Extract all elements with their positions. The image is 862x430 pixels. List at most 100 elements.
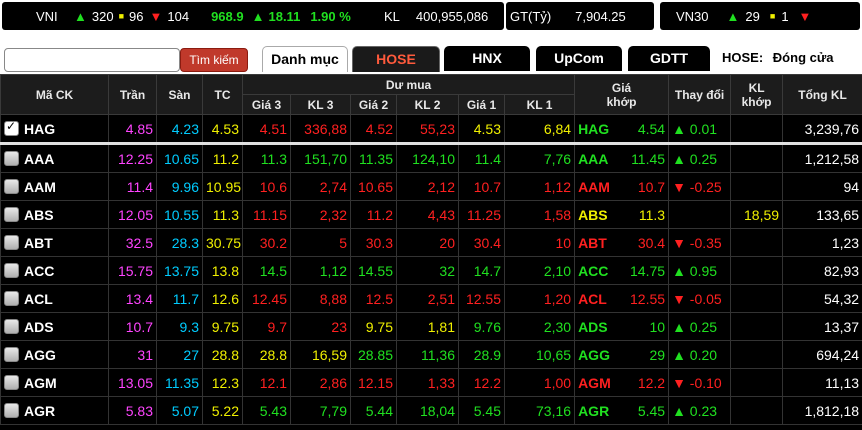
match-symbol: AGG: [578, 346, 610, 363]
row-checkbox[interactable]: [4, 262, 19, 278]
symbol-cell[interactable]: HAG: [0, 114, 109, 145]
index-bar: VNI ▲ 320 ■ 96 ▼ 104 968.9 ▲ 18.11 1.90 …: [0, 0, 862, 34]
col-kl3[interactable]: KL 3: [290, 94, 351, 115]
symbol-cell[interactable]: ABT: [0, 228, 109, 257]
table-row[interactable]: HAG4.854.234.534.51336,884.5255,234.536,…: [0, 114, 862, 145]
symbol-cell[interactable]: ADS: [0, 312, 109, 341]
symbol-cell[interactable]: AGR: [0, 396, 109, 425]
match-price: 11.45: [631, 150, 666, 167]
total-vol-cell: 13,37: [782, 312, 862, 341]
bid-price-2: 5.44: [350, 396, 397, 425]
bid-price-1: 11.25: [458, 200, 505, 229]
floor-cell: 9.96: [156, 172, 203, 201]
table-row[interactable]: AGR 5.83 5.07 5.22 5.43 7,79 5.44 18,04 5.45 73,1…: [0, 396, 862, 425]
price-table: Mã CK Trần Sàn TC Dư mua Giá khớp Thay đổ…: [0, 74, 862, 425]
col-floor[interactable]: Sàn: [156, 74, 203, 115]
symbol-cell[interactable]: ABS: [0, 200, 109, 229]
match-vol-cell: [730, 312, 784, 341]
bid-vol-1: 1,12: [503, 172, 576, 201]
col-kl1[interactable]: KL 1: [503, 94, 576, 115]
col-total[interactable]: Tổng KL: [782, 74, 862, 115]
match-vol-cell: [730, 228, 784, 257]
market-status-value: Đóng cửa: [772, 50, 834, 65]
col-g3[interactable]: Giá 3: [242, 94, 291, 115]
ceil-cell: 5.83: [108, 396, 157, 425]
total-vol-cell: 133,65: [782, 200, 862, 229]
flat-square-icon: ■: [769, 11, 776, 21]
col-match-price[interactable]: Giá khớp: [574, 74, 670, 115]
match-symbol: ACC: [578, 262, 609, 279]
change-cell: ▼ -0.25: [668, 172, 732, 201]
table-row[interactable]: ACC 15.75 13.75 13.8 14.5 1,12 14.55 32 14.7 2,10…: [0, 256, 862, 285]
table-row[interactable]: AAM 11.4 9.96 10.95 10.6 2,74 10.65 2,12 10.7 1,1…: [0, 172, 862, 201]
bid-vol-3: 2,32: [290, 200, 351, 229]
row-checkbox[interactable]: [4, 178, 19, 194]
tab-hnx[interactable]: HNX: [444, 46, 530, 71]
ref-cell: 10.95: [202, 172, 243, 201]
match-price: 29: [649, 346, 666, 363]
row-checkbox[interactable]: [4, 150, 19, 166]
table-row[interactable]: ADS 10.7 9.3 9.75 9.7 23 9.75 1,81 9.76 2,30 ADS 10…: [0, 312, 862, 341]
col-match-vol[interactable]: KL khớp: [730, 74, 784, 115]
table-row[interactable]: ABT 32.5 28.3 30.75 30.2 5 30.3 20 30.4 10 ABT 30.4…: [0, 228, 862, 257]
row-checkbox[interactable]: [4, 374, 19, 390]
gt-label: GT(Tỷ): [510, 8, 552, 24]
match-cell: ADS 10: [574, 312, 670, 341]
symbol-cell[interactable]: AAM: [0, 172, 109, 201]
total-vol-cell: 3,239,76: [782, 114, 862, 145]
symbol-text: AGR: [24, 402, 56, 419]
bid-vol-2: 2,51: [396, 284, 459, 313]
ref-cell: 9.75: [202, 312, 243, 341]
match-symbol: AGM: [578, 374, 611, 391]
symbol-cell[interactable]: ACL: [0, 284, 109, 313]
bid-price-2: 11.35: [350, 143, 397, 173]
down-arrow-icon: ▼: [798, 8, 812, 24]
ref-cell: 13.8: [202, 256, 243, 285]
match-vol-cell: [730, 143, 784, 173]
table-row[interactable]: ABS 12.05 10.55 11.3 11.15 2,32 11.2 4,43 11.25 1…: [0, 200, 862, 229]
table-row[interactable]: AAA 12.25 10.65 11.2 11.3 151,70 11.35 124,10 11…: [0, 143, 862, 173]
vni-up-count: 320: [91, 8, 114, 24]
bid-price-1: 28.9: [458, 340, 505, 369]
row-checkbox[interactable]: [4, 318, 19, 334]
row-checkbox[interactable]: [4, 290, 19, 306]
col-g2[interactable]: Giá 2: [350, 94, 397, 115]
match-cell: AAM 10.7: [574, 172, 670, 201]
col-ceil[interactable]: Trần: [108, 74, 157, 115]
bid-price-2: 28.85: [350, 340, 397, 369]
row-checkbox[interactable]: [4, 119, 19, 136]
row-checkbox[interactable]: [4, 402, 19, 418]
match-cell: ACC 14.75: [574, 256, 670, 285]
col-kl2[interactable]: KL 2: [396, 94, 459, 115]
symbol-cell[interactable]: AGM: [0, 368, 109, 397]
tab-danh-muc[interactable]: Danh mục: [262, 46, 348, 72]
bid-vol-1: 1,00: [503, 368, 576, 397]
symbol-cell[interactable]: AAA: [0, 143, 109, 173]
tab-gdtt[interactable]: GDTT: [628, 46, 710, 71]
floor-cell: 10.65: [156, 143, 203, 173]
ceil-cell: 12.05: [108, 200, 157, 229]
search-button[interactable]: Tìm kiếm: [180, 48, 248, 72]
ref-cell: 12.3: [202, 368, 243, 397]
col-g1[interactable]: Giá 1: [458, 94, 505, 115]
table-row[interactable]: ACL 13.4 11.7 12.6 12.45 8,88 12.5 2,51 12.55 1,2…: [0, 284, 862, 313]
col-symbol[interactable]: Mã CK: [0, 74, 109, 115]
table-row[interactable]: AGG 31 27 28.8 28.8 16,59 28.85 11,36 28.9 10,65 A…: [0, 340, 862, 369]
bid-vol-1: 10: [503, 228, 576, 257]
symbol-cell[interactable]: ACC: [0, 256, 109, 285]
tab-hose[interactable]: HOSE: [352, 46, 440, 72]
row-checkbox[interactable]: [4, 234, 19, 250]
ref-cell: 11.2: [202, 143, 243, 173]
floor-cell: 11.7: [156, 284, 203, 313]
row-checkbox[interactable]: [4, 346, 19, 362]
row-checkbox[interactable]: [4, 206, 19, 222]
table-row[interactable]: AGM 13.05 11.35 12.3 12.1 2,86 12.15 1,33 12.2 1,…: [0, 368, 862, 397]
bid-price-2: 11.2: [350, 200, 397, 229]
symbol-cell[interactable]: AGG: [0, 340, 109, 369]
tab-upcom[interactable]: UpCom: [536, 46, 622, 71]
change-cell: ▼ -0.10: [668, 368, 732, 397]
total-vol-cell: 11,13: [782, 368, 862, 397]
search-input[interactable]: [4, 48, 180, 72]
col-change[interactable]: Thay đổi: [668, 74, 732, 115]
col-ref[interactable]: TC: [202, 74, 243, 115]
